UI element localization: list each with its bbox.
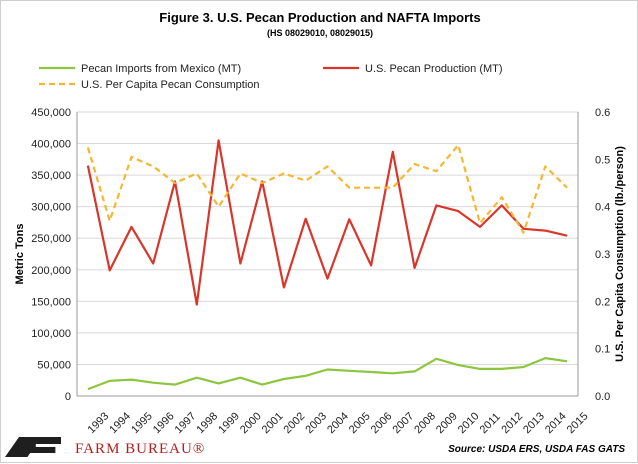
x-tick-label: 2001 <box>260 410 286 436</box>
x-tick-label: 2008 <box>412 410 438 436</box>
x-tick-label: 2003 <box>303 410 329 436</box>
y2-tick-label: 0.0 <box>595 391 610 403</box>
source-note: Source: USDA ERS, USDA FAS GATS <box>448 444 625 455</box>
x-tick-label: 2011 <box>478 411 503 436</box>
x-tick-label: 1996 <box>151 410 177 436</box>
y-tick-label: 450,000 <box>31 107 71 119</box>
y-tick-label: 150,000 <box>31 296 71 308</box>
y-tick-label: 200,000 <box>31 265 71 277</box>
y-tick-label: 350,000 <box>31 170 71 182</box>
y2-tick-label: 0.1 <box>595 344 610 356</box>
brand: FARM BUREAU® <box>5 435 225 461</box>
y2-tick-label: 0.3 <box>595 249 610 261</box>
y-tick-label: 250,000 <box>31 233 71 245</box>
x-tick-label: 2005 <box>347 410 373 436</box>
x-tick-label: 2014 <box>543 410 569 436</box>
y-tick-label: 300,000 <box>31 202 71 214</box>
x-tick-label: 2002 <box>282 410 308 436</box>
x-tick-label: 2007 <box>390 410 416 436</box>
y-tick-label: 100,000 <box>31 328 71 340</box>
series-line <box>86 139 568 306</box>
brand-name: FARM BUREAU® <box>75 441 206 457</box>
x-tick-label: 1998 <box>194 410 220 436</box>
y2-tick-label: 0.2 <box>595 296 610 308</box>
x-tick-label: 1995 <box>129 410 155 436</box>
y2-tick-label: 0.4 <box>595 202 610 214</box>
x-tick-label: 2000 <box>238 410 264 436</box>
y-tick-label: 400,000 <box>31 139 71 151</box>
legend-label: U.S. Pecan Production (MT) <box>365 63 503 75</box>
y-axis-title: Metric Tons <box>14 224 26 285</box>
x-tick-label: 1997 <box>173 410 199 436</box>
legend-label: U.S. Per Capita Pecan Consumption <box>81 79 260 91</box>
x-tick-label: 2012 <box>499 410 525 436</box>
legend-label: Pecan Imports from Mexico (MT) <box>81 63 241 75</box>
x-tick-label: 2004 <box>325 410 351 436</box>
farm-bureau-logo-icon <box>5 437 61 457</box>
x-tick-label: 1999 <box>216 410 242 436</box>
x-tick-label: 2006 <box>369 410 395 436</box>
x-tick-label: 2010 <box>456 410 482 436</box>
x-tick-label: 1993 <box>86 410 112 436</box>
chart-title: Figure 3. U.S. Pecan Production and NAFT… <box>159 10 480 25</box>
x-tick-label: 2009 <box>434 410 460 436</box>
x-tick-label: 2015 <box>565 410 591 436</box>
y-tick-label: 0 <box>65 391 71 403</box>
x-tick-label: 1994 <box>107 410 133 436</box>
y2-axis-title: U.S. Per Capita Consumption (lb./person) <box>614 146 626 362</box>
chart-subtitle: (HS 08029010, 08029015) <box>267 28 373 38</box>
x-tick-label: 2013 <box>521 410 547 436</box>
series-line <box>86 144 568 234</box>
y2-tick-label: 0.6 <box>595 107 610 119</box>
y2-tick-label: 0.5 <box>595 154 610 166</box>
y-tick-label: 50,000 <box>37 359 71 371</box>
series-line <box>87 357 568 391</box>
